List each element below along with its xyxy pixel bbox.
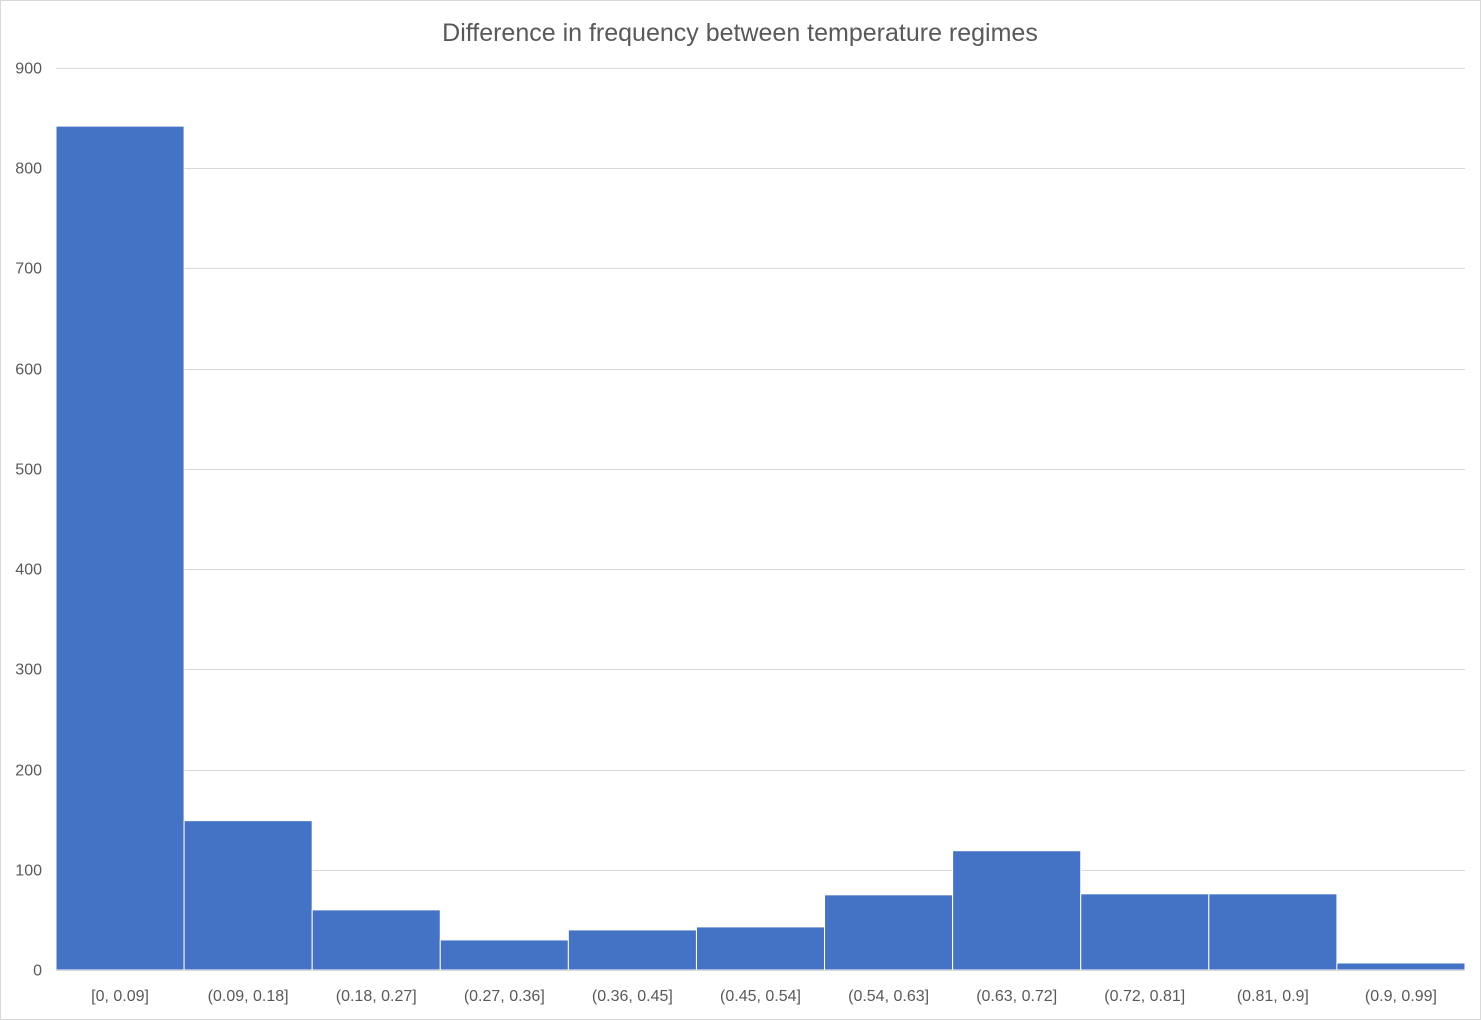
bar [567,929,697,971]
bar [1336,962,1466,971]
x-tick-label: [0, 0.09] [91,988,149,1005]
y-tick-label: 300 [15,662,42,679]
bar [824,894,954,971]
bar [1208,893,1338,971]
bar [55,125,185,971]
y-tick-label: 0 [33,963,42,980]
chart-title: Difference in frequency between temperat… [442,19,1038,47]
bar [439,939,569,971]
bars [55,125,1466,971]
y-tick-label: 500 [15,462,42,479]
y-tick-label: 600 [15,362,42,379]
x-tick-label: (0.72, 0.81] [1104,988,1185,1005]
bar [695,926,826,971]
y-tick-label: 700 [15,261,42,278]
bar [183,820,313,971]
x-tick-label: (0.45, 0.54] [720,988,801,1005]
x-tick-label: (0.09, 0.18] [208,988,289,1005]
y-tick-label: 200 [15,763,42,780]
x-tick-label: (0.63, 0.72] [976,988,1057,1005]
y-tick-label: 100 [15,863,42,880]
x-tick-label: (0.18, 0.27] [336,988,417,1005]
bar [952,850,1082,971]
x-tick-label: (0.81, 0.9] [1237,988,1309,1005]
x-tick-label: (0.27, 0.36] [464,988,545,1005]
x-axis-tick-labels: [0, 0.09] (0.09, 0.18] (0.18, 0.27] (0.27, … [91,988,1437,1005]
x-tick-label: (0.54, 0.63] [848,988,929,1005]
y-tick-label: 400 [15,562,42,579]
y-tick-label: 800 [15,161,42,178]
y-tick-label: 900 [15,61,42,78]
x-tick-label: (0.9, 0.99] [1365,988,1437,1005]
bar [311,909,441,971]
y-axis-tick-labels: 0 100 200 300 400 500 600 700 800 900 [15,61,42,980]
bar [1080,893,1210,971]
x-tick-label: (0.36, 0.45] [592,988,673,1005]
